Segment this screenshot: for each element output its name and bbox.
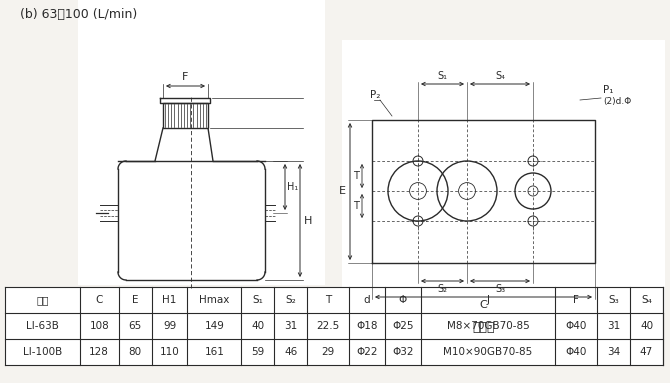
Text: S₃: S₃ <box>495 284 505 294</box>
Text: C: C <box>96 295 103 305</box>
Text: E: E <box>339 187 346 196</box>
Text: Φ40: Φ40 <box>565 347 587 357</box>
Text: 29: 29 <box>322 347 334 357</box>
Text: Φ25: Φ25 <box>392 321 413 331</box>
Text: H1: H1 <box>162 295 177 305</box>
Text: T: T <box>353 171 359 181</box>
Bar <box>78 0 325 285</box>
Text: 34: 34 <box>607 347 620 357</box>
Text: P₂: P₂ <box>370 90 381 100</box>
Text: (2)d.Φ: (2)d.Φ <box>603 97 631 106</box>
Text: (b) 63、100 (L/min): (b) 63、100 (L/min) <box>20 8 137 21</box>
Text: S₄: S₄ <box>641 295 652 305</box>
Text: S₃: S₃ <box>608 295 619 305</box>
Text: T: T <box>325 295 331 305</box>
Text: C: C <box>480 300 487 310</box>
Text: F: F <box>574 295 579 305</box>
Text: 31: 31 <box>607 321 620 331</box>
Text: P₁: P₁ <box>603 85 614 95</box>
Text: 底视图: 底视图 <box>472 321 494 334</box>
Text: 型号: 型号 <box>36 295 49 305</box>
Text: 128: 128 <box>89 347 109 357</box>
Text: F: F <box>182 72 189 82</box>
Text: Φ: Φ <box>399 295 407 305</box>
Text: 40: 40 <box>251 321 264 331</box>
Text: S₂: S₂ <box>285 295 296 305</box>
Bar <box>163 103 208 128</box>
Text: Φ18: Φ18 <box>356 321 378 331</box>
Text: T: T <box>353 201 359 211</box>
Text: S₁: S₁ <box>253 295 263 305</box>
Text: 59: 59 <box>251 347 265 357</box>
Text: Hmax: Hmax <box>199 295 230 305</box>
Text: H₁: H₁ <box>287 182 298 192</box>
Text: d: d <box>364 295 371 305</box>
Text: 161: 161 <box>204 347 224 357</box>
Text: 46: 46 <box>284 347 297 357</box>
Text: 149: 149 <box>204 321 224 331</box>
Text: 110: 110 <box>159 347 180 357</box>
Bar <box>342 40 665 313</box>
Text: 99: 99 <box>163 321 176 331</box>
Text: 22.5: 22.5 <box>316 321 340 331</box>
Text: 80: 80 <box>129 347 141 357</box>
Text: Φ40: Φ40 <box>565 321 587 331</box>
Text: J: J <box>486 295 490 305</box>
Text: LI-100B: LI-100B <box>23 347 62 357</box>
Text: S₄: S₄ <box>495 71 505 81</box>
Bar <box>5 287 663 365</box>
Text: 47: 47 <box>640 347 653 357</box>
Text: M10×90GB70-85: M10×90GB70-85 <box>444 347 533 357</box>
Text: E: E <box>132 295 138 305</box>
Text: 108: 108 <box>89 321 109 331</box>
Text: H: H <box>304 216 312 226</box>
Text: M8×70GB70-85: M8×70GB70-85 <box>447 321 529 331</box>
Text: S₂: S₂ <box>438 284 448 294</box>
Text: S₁: S₁ <box>438 71 448 81</box>
Text: 65: 65 <box>129 321 142 331</box>
Text: 31: 31 <box>284 321 297 331</box>
Text: Φ22: Φ22 <box>356 347 378 357</box>
Text: 40: 40 <box>640 321 653 331</box>
Text: LI-63B: LI-63B <box>26 321 59 331</box>
Text: Φ32: Φ32 <box>392 347 413 357</box>
